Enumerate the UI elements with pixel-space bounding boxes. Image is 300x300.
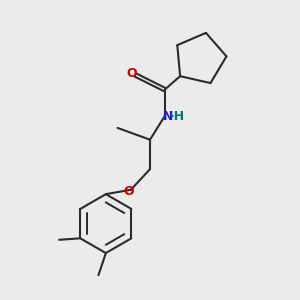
Text: ·H: ·H bbox=[169, 110, 185, 123]
Text: O: O bbox=[123, 185, 134, 198]
Text: O: O bbox=[126, 67, 137, 80]
Text: N: N bbox=[163, 110, 173, 123]
